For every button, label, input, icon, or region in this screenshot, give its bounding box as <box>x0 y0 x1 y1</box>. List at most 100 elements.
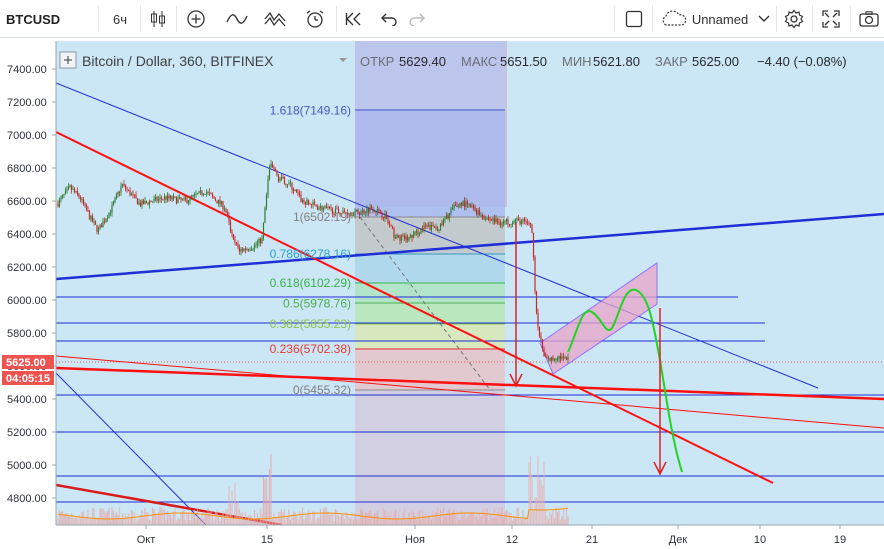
snapshot-icon[interactable] <box>856 0 882 38</box>
square-icon[interactable] <box>622 0 646 38</box>
candle-body <box>484 218 487 220</box>
candle-body <box>271 163 274 168</box>
candle-body <box>496 218 499 222</box>
trend-lines[interactable] <box>56 82 884 525</box>
candle-body <box>528 223 530 225</box>
volume-bar <box>274 516 277 525</box>
candle-body <box>63 194 65 196</box>
candle-body <box>360 212 362 215</box>
volume-bar <box>453 509 455 525</box>
replay-icon[interactable] <box>342 0 366 38</box>
volume-bar <box>246 519 248 525</box>
add-indicator-icon[interactable] <box>184 0 208 38</box>
chevron-down-icon[interactable] <box>756 0 772 38</box>
candle-body <box>165 196 167 200</box>
fullscreen-icon[interactable] <box>818 0 844 38</box>
horizontal-levels[interactable] <box>56 296 884 503</box>
alert-icon[interactable] <box>302 0 328 38</box>
volume-bar <box>187 512 190 525</box>
fib-trend-dashed <box>359 216 491 391</box>
toolbar-divider <box>176 6 177 32</box>
interval-button[interactable]: 6ч <box>112 11 127 27</box>
candle-body <box>294 189 296 191</box>
candle-body <box>163 196 166 200</box>
toolbar-divider <box>812 6 813 32</box>
candle-body <box>501 223 503 226</box>
candle-body <box>445 214 448 219</box>
volume-bar <box>247 515 250 525</box>
candle-body <box>229 221 232 232</box>
volume-bar <box>103 511 106 525</box>
time-tick-label: Ноя <box>405 534 425 546</box>
candle-body <box>450 208 452 214</box>
candle-body <box>441 223 443 225</box>
candle-body <box>190 196 193 198</box>
candle-body <box>253 245 256 249</box>
arrow-down-2[interactable] <box>653 308 667 476</box>
candlestick-series[interactable] <box>57 159 569 365</box>
volume-bar <box>366 513 368 525</box>
symbol-search-button[interactable]: BTCUSD <box>6 11 61 27</box>
volume-bar <box>354 512 356 525</box>
volume-bar <box>186 512 188 525</box>
candle-body <box>378 209 380 210</box>
candles-icon[interactable] <box>146 0 170 38</box>
legend-dropdown-icon[interactable] <box>339 58 347 62</box>
arrow-down-1[interactable] <box>509 222 523 388</box>
candle-body <box>384 213 386 219</box>
candle-body <box>498 221 500 223</box>
price-axis[interactable]: 7400.00 7200.00 7000.00 6800.00 6600.00 6400.… <box>7 64 56 505</box>
candle-body <box>334 208 337 215</box>
candle-body <box>390 224 392 227</box>
volume-bar <box>207 507 209 525</box>
candle-body <box>120 185 122 193</box>
volume-bar <box>334 508 337 525</box>
candle-body <box>160 197 163 200</box>
volume-bar <box>184 519 187 525</box>
fib-label: 0(5455.32) <box>293 383 351 397</box>
candle-body <box>466 201 469 204</box>
candle-body <box>174 196 176 198</box>
candle-body <box>534 256 536 292</box>
candle-body <box>256 242 259 245</box>
layout-name[interactable]: Unnamed <box>691 11 749 27</box>
candle-body <box>264 207 266 223</box>
volume-bar <box>234 483 236 525</box>
line-icon[interactable] <box>224 0 250 38</box>
price-tick-label: 4800.00 <box>7 493 47 505</box>
candle-body <box>520 221 523 225</box>
time-axis[interactable]: Окт 15 Ноя 12 21 Дек 10 19 <box>137 525 846 546</box>
candle-body <box>177 198 179 203</box>
candle-body <box>213 196 215 199</box>
volume-bar <box>427 515 430 525</box>
price-chart[interactable]: 1.618(7149.16) 1(6502.19) 0.786(6278.16) 0.… <box>0 38 884 549</box>
volume-bar <box>559 519 562 525</box>
time-tick-label: 12 <box>506 534 518 546</box>
candle-body <box>192 195 194 197</box>
candle-body <box>106 217 109 220</box>
volume-bar <box>439 509 442 525</box>
volume-bar <box>58 510 61 525</box>
candle-body <box>526 222 529 224</box>
candle-body <box>433 226 436 229</box>
cloud-icon[interactable] <box>658 0 690 38</box>
candle-body <box>240 249 242 252</box>
volume-bar <box>304 516 307 525</box>
blue-trendline-thick <box>56 212 884 281</box>
volume-bar <box>310 520 313 525</box>
candle-body <box>126 188 128 190</box>
fib-label: 0.382(5855.23) <box>270 317 351 331</box>
undo-icon[interactable] <box>378 0 400 38</box>
indicators-icon[interactable] <box>262 0 288 38</box>
redo-icon[interactable] <box>406 0 428 38</box>
forecast-curve[interactable] <box>567 288 683 473</box>
volume-bar <box>324 507 326 525</box>
candle-body <box>102 221 104 228</box>
candle-body <box>280 177 283 179</box>
settings-icon[interactable] <box>782 0 806 38</box>
candle-body <box>132 193 134 195</box>
volume-bar <box>522 509 524 525</box>
candle-body <box>312 202 314 205</box>
candle-body <box>426 226 428 227</box>
candle-body <box>489 218 491 220</box>
